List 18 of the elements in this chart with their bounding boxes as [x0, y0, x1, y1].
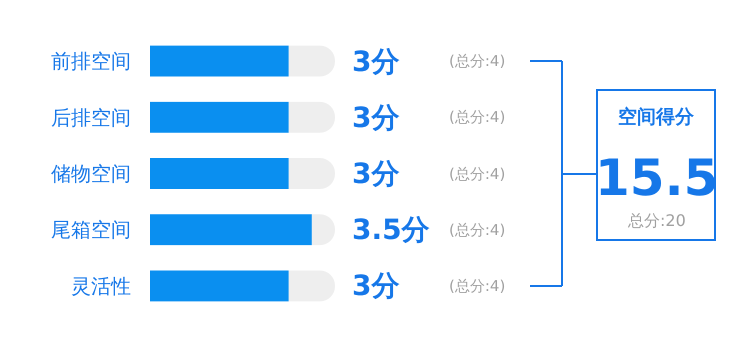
text: (总分:4) — [449, 52, 506, 70]
data-label: 3分 — [352, 45, 400, 78]
y-tick-label: 灵活性 — [71, 274, 131, 298]
y-tick-label: 储物空间 — [51, 162, 131, 186]
text: 15.5 — [595, 149, 718, 207]
data-label: 3分 — [352, 101, 400, 134]
y-tick-label: 后排空间 — [51, 105, 131, 130]
text: (总分:4) — [449, 165, 506, 183]
data-label: 3分 — [352, 269, 400, 302]
text: (总分:4) — [449, 108, 506, 126]
data-label: 3分 — [352, 157, 400, 190]
text: (总分:4) — [449, 277, 506, 295]
text: (总分:4) — [449, 221, 506, 239]
y-tick-label: 前排空间 — [51, 49, 131, 74]
data-label: 3.5分 — [352, 213, 431, 246]
text: 总分:20 — [627, 211, 686, 230]
text: 空间得分 — [618, 106, 695, 128]
y-tick-label: 尾箱空间 — [51, 218, 131, 242]
